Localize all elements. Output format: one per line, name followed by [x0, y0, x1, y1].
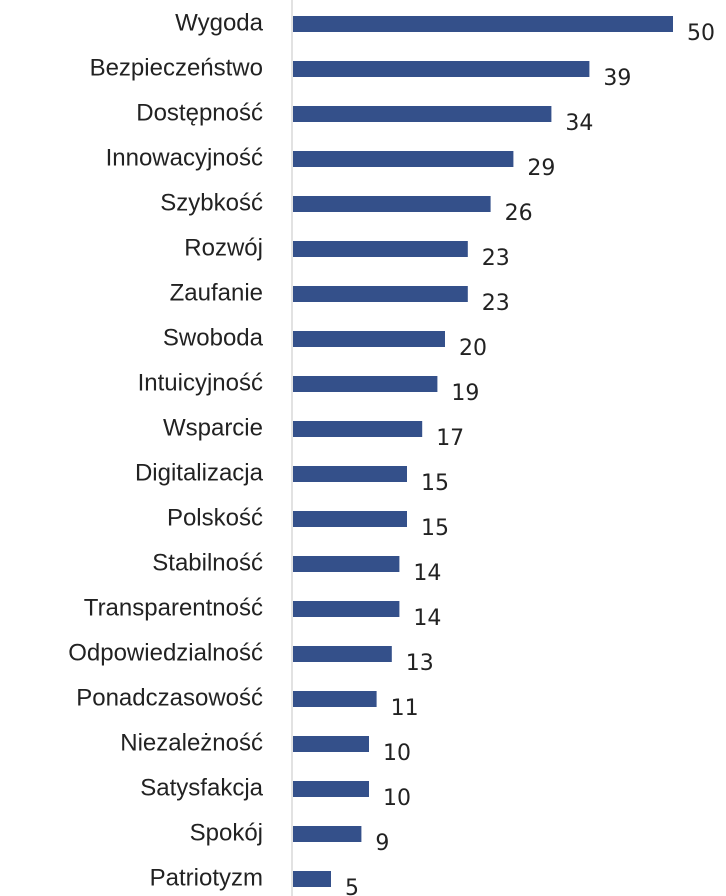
- value-label: 15: [421, 516, 449, 541]
- value-label: 23: [482, 246, 510, 271]
- category-label: Niezależność: [120, 729, 263, 756]
- category-label: Digitalizacja: [135, 459, 264, 486]
- value-label: 14: [413, 561, 441, 586]
- category-label: Dostępność: [136, 99, 263, 126]
- bar: [293, 286, 468, 302]
- category-label: Transparentność: [84, 594, 263, 621]
- category-label: Innowacyjność: [106, 144, 263, 171]
- value-label: 34: [565, 111, 593, 136]
- value-label: 11: [391, 696, 419, 721]
- category-label: Swoboda: [163, 324, 264, 351]
- value-label: 26: [505, 201, 533, 226]
- value-label: 13: [406, 651, 434, 676]
- category-label: Rozwój: [184, 234, 263, 261]
- bar: [293, 826, 362, 842]
- category-label: Polskość: [167, 504, 263, 531]
- bar: [293, 331, 445, 347]
- category-label: Odpowiedzialność: [68, 639, 263, 666]
- bar: [293, 151, 514, 167]
- bar: [293, 241, 468, 257]
- bar: [293, 601, 400, 617]
- category-label: Intuicyjność: [138, 369, 263, 396]
- category-label: Szybkość: [160, 189, 263, 216]
- bar: [293, 16, 673, 32]
- category-label: Satysfakcja: [140, 774, 263, 801]
- bar: [293, 691, 377, 707]
- value-label: 5: [345, 876, 359, 896]
- value-label: 17: [436, 426, 464, 451]
- value-label: 23: [482, 291, 510, 316]
- category-label: Ponadczasowość: [76, 684, 263, 711]
- value-label: 29: [527, 156, 555, 181]
- category-label: Wygoda: [175, 9, 263, 36]
- bar: [293, 466, 407, 482]
- bar: [293, 781, 369, 797]
- bar: [293, 196, 491, 212]
- bar: [293, 736, 369, 752]
- category-label: Bezpieczeństwo: [90, 54, 263, 81]
- bar: [293, 556, 400, 572]
- value-label: 10: [383, 786, 411, 811]
- value-label: 15: [421, 471, 449, 496]
- value-label: 50: [687, 21, 715, 46]
- value-label: 14: [413, 606, 441, 631]
- value-label: 39: [603, 66, 631, 91]
- category-label: Zaufanie: [170, 279, 263, 306]
- bar: [293, 61, 590, 77]
- category-label: Wsparcie: [163, 414, 263, 441]
- value-label: 9: [375, 831, 389, 856]
- bar: [293, 421, 423, 437]
- value-label: 20: [459, 336, 487, 361]
- bar: [293, 646, 392, 662]
- value-label: 10: [383, 741, 411, 766]
- bar: [293, 106, 552, 122]
- bar: [293, 511, 407, 527]
- bar: [293, 376, 438, 392]
- category-label: Stabilność: [152, 549, 263, 576]
- category-label: Patriotyzm: [150, 864, 263, 891]
- category-label: Spokój: [190, 819, 263, 846]
- bar: [293, 871, 331, 887]
- value-label: 19: [451, 381, 479, 406]
